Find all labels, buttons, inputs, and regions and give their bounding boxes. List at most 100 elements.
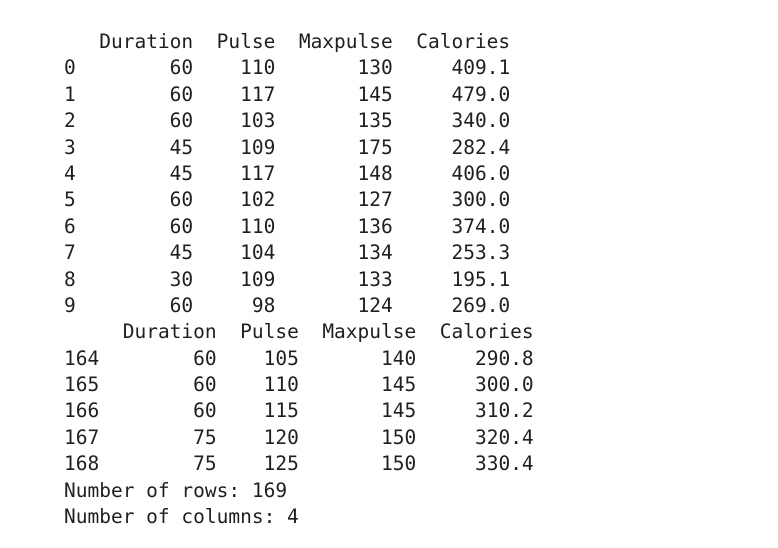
table-row: 2 60 103 135 340.0 [64,108,534,134]
table-row: 6 60 110 136 374.0 [64,214,534,240]
table-row: 7 45 104 134 253.3 [64,240,534,266]
column-header: Duration [122,320,217,344]
table-cell: 320.4 [474,425,534,449]
table-cell: 133 [357,267,393,291]
table-cell: 409.1 [451,56,511,80]
table-cell: 310.2 [474,399,534,423]
table-cell: 115 [263,399,299,423]
table-cell: 374.0 [451,214,511,238]
row-index: 164 [64,346,100,370]
table-cell: 300.0 [451,188,511,212]
column-header: Duration [99,30,194,53]
table-cell: 60 [193,346,217,370]
table-cell: 75 [193,452,217,476]
table-cell: 103 [240,109,276,133]
row-index: 2 [64,109,76,133]
table-cell: 145 [381,373,417,397]
table-cell: 282.4 [451,135,511,159]
column-count-text: Number of columns: 4 [64,505,299,529]
table-cell: 150 [381,452,417,476]
table-cell: 45 [169,135,194,159]
table-cell: 253.3 [451,241,511,265]
table-cell: 30 [169,267,194,291]
table-cell: 330.4 [474,452,534,476]
table-cell: 135 [357,109,393,133]
table-cell: 127 [357,188,393,212]
table-cell: 60 [169,214,194,238]
column-header: Maxpulse [298,30,393,53]
column-header: Calories [416,30,511,53]
column-header: Calories [439,320,534,344]
table-cell: 117 [240,82,276,106]
table-cell: 145 [381,399,417,423]
table-cell: 290.8 [474,346,534,370]
table-cell: 98 [251,293,276,317]
row-index: 5 [64,188,76,212]
table-cell: 124 [357,293,393,317]
table-cell: 109 [240,267,276,291]
table-cell: 175 [357,135,393,159]
table-cell: 134 [357,241,393,265]
table-cell: 75 [193,425,217,449]
table-cell: 45 [169,161,194,185]
table-cell: 117 [240,161,276,185]
row-index: 7 [64,241,76,265]
table-cell: 130 [357,56,393,80]
column-header: Maxpulse [322,320,417,344]
table-cell: 110 [240,56,276,80]
row-index: 166 [64,399,100,423]
table-cell: 140 [381,346,417,370]
table-row: 1 60 117 145 479.0 [64,82,534,108]
tail-table: Duration Pulse Maxpulse Calories 164 60 1… [64,319,534,477]
table-cell: 60 [193,373,217,397]
table-header-row: Duration Pulse Maxpulse Calories [64,29,534,55]
table-cell: 150 [381,425,417,449]
table-row: 9 60 98 124 269.0 [64,293,534,319]
row-index: 167 [64,425,100,449]
table-cell: 406.0 [451,161,511,185]
table-cell: 340.0 [451,109,511,133]
row-index: 6 [64,214,76,238]
table-row: 166 60 115 145 310.2 [64,398,534,424]
table-row: 4 45 117 148 406.0 [64,161,534,187]
table-row: 168 75 125 150 330.4 [64,451,534,477]
table-cell: 136 [357,214,393,238]
table-row: 165 60 110 145 300.0 [64,372,534,398]
column-header: Pulse [216,30,276,53]
row-index: 165 [64,373,100,397]
table-cell: 104 [240,241,276,265]
row-index: 9 [64,293,76,317]
table-row: 3 45 109 175 282.4 [64,135,534,161]
table-cell: 300.0 [474,373,534,397]
table-cell: 110 [240,214,276,238]
table-cell: 120 [263,425,299,449]
table-cell: 60 [169,82,194,106]
head-table: Duration Pulse Maxpulse Calories 0 60 110… [64,29,534,319]
row-index: 4 [64,161,76,185]
table-cell: 60 [169,293,194,317]
row-index: 0 [64,56,76,80]
console-output: Duration Pulse Maxpulse Calories 0 60 110… [64,29,534,530]
column-header: Pulse [240,320,299,344]
table-cell: 102 [240,188,276,212]
table-row: 167 75 120 150 320.4 [64,425,534,451]
row-index: 1 [64,82,76,106]
table-row: 8 30 109 133 195.1 [64,267,534,293]
table-cell: 195.1 [451,267,511,291]
table-cell: 60 [169,109,194,133]
table-cell: 125 [263,452,299,476]
table-cell: 148 [357,161,393,185]
table-header-row: Duration Pulse Maxpulse Calories [64,319,534,345]
table-cell: 60 [169,56,194,80]
table-cell: 110 [263,373,299,397]
row-index: 3 [64,135,76,159]
table-cell: 60 [193,399,217,423]
table-row: 0 60 110 130 409.1 [64,55,534,81]
row-index: 168 [64,452,100,476]
table-cell: 145 [357,82,393,106]
row-count-text: Number of rows: 169 [64,478,288,502]
table-cell: 45 [169,241,194,265]
row-index: 8 [64,267,76,291]
table-row: 5 60 102 127 300.0 [64,187,534,213]
table-row: 164 60 105 140 290.8 [64,346,534,372]
